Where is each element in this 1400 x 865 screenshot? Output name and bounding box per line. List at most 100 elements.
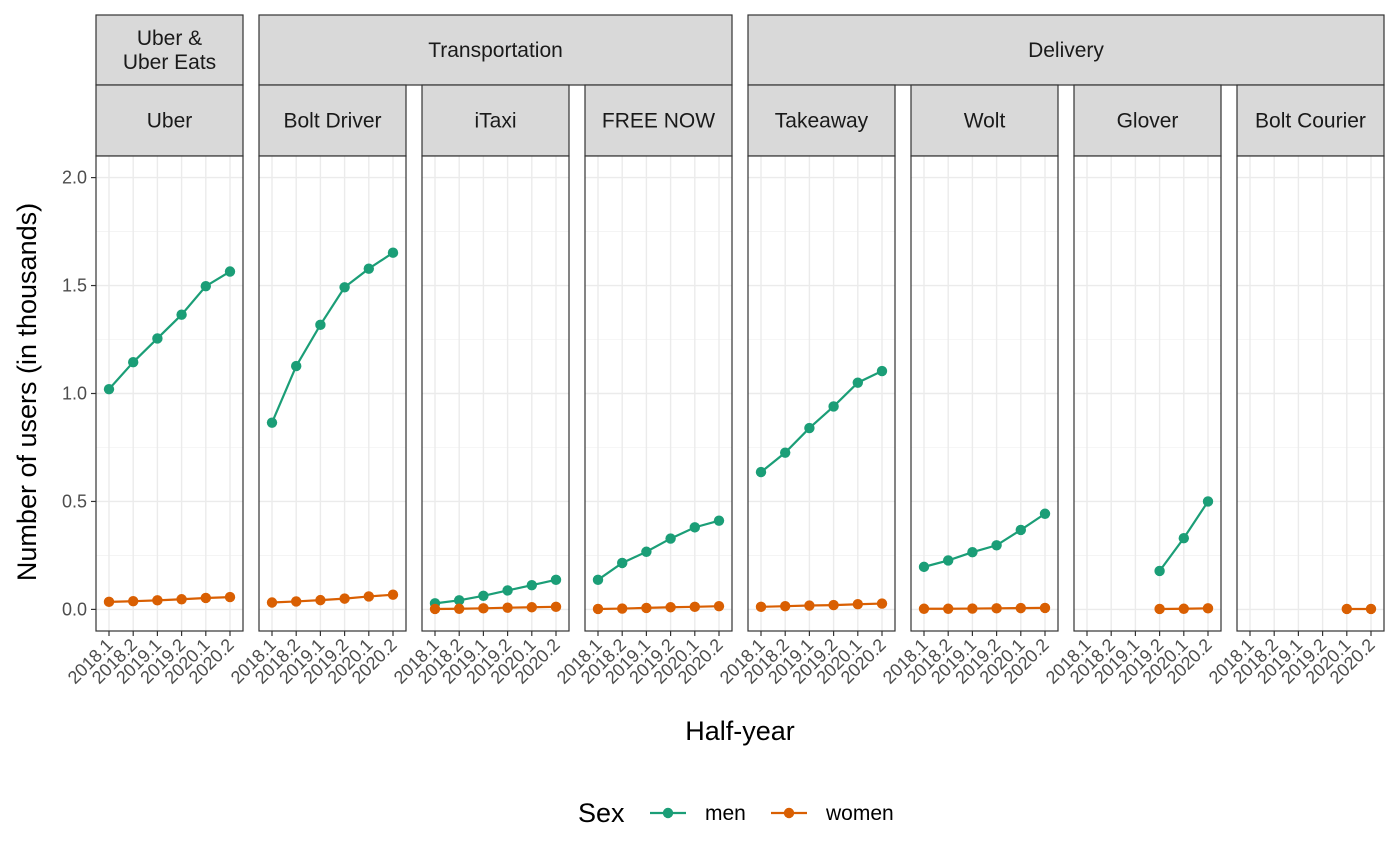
group-strip-label: Transportation (428, 39, 563, 62)
data-point-men (152, 333, 163, 344)
y-axis: 0.0 0.5 1.0 1.5 2.0 (62, 168, 96, 619)
group-strip-label: Delivery (1028, 39, 1104, 62)
data-point-women (852, 599, 863, 610)
y-tick-label: 1.0 (62, 384, 87, 404)
x-axis-title: Half-year (685, 716, 795, 746)
panel-strip-label: Bolt Courier (1255, 110, 1366, 133)
data-point-women (103, 596, 115, 608)
data-point-women (200, 592, 211, 604)
data-point-men (176, 309, 187, 320)
data-point-men (200, 280, 211, 292)
data-point-women (291, 596, 302, 607)
data-point-men (828, 401, 839, 412)
data-point-women (804, 600, 815, 611)
data-point-women (387, 589, 399, 600)
data-point-women (1015, 602, 1026, 614)
data-point-women (176, 594, 187, 605)
facet-panels (95, 155, 1385, 632)
data-point-men (502, 585, 513, 596)
data-point-women (592, 603, 604, 615)
data-point-women (967, 603, 978, 614)
data-point-men (592, 574, 604, 586)
data-point-women (665, 602, 676, 613)
data-point-women (1365, 603, 1377, 615)
panel-strip-label: iTaxi (474, 110, 516, 133)
panel-strip-0 (95, 84, 244, 157)
data-point-men (363, 263, 374, 274)
data-point-women (943, 603, 954, 614)
data-point-men (387, 247, 399, 258)
data-point-men (804, 422, 815, 434)
data-point-women (1154, 603, 1165, 615)
y-tick-label: 2.0 (62, 168, 87, 188)
panel-free-now (584, 155, 733, 632)
legend: Sex men women (578, 798, 894, 828)
group-strip-label: Uber Eats (123, 51, 216, 74)
data-point-men (454, 595, 465, 606)
data-point-men (991, 540, 1002, 551)
data-point-men (918, 561, 930, 573)
data-point-women (363, 591, 374, 602)
panel-bolt-driver (258, 155, 407, 632)
group-strip-1 (258, 14, 733, 86)
data-point-men (1202, 496, 1214, 507)
data-point-men (128, 356, 139, 368)
data-point-women (1039, 602, 1051, 614)
data-point-men (1178, 532, 1190, 544)
panel-border (747, 155, 896, 632)
panel-strip-label: Glover (1117, 110, 1179, 133)
panel-border (910, 155, 1059, 632)
data-point-women (429, 603, 441, 615)
series-line-women (924, 606, 1046, 610)
panel-strip-label: FREE NOW (602, 110, 715, 133)
data-point-men (315, 319, 326, 331)
data-point-women (339, 593, 350, 604)
panel-strip-3 (584, 84, 733, 157)
legend-key-point (662, 807, 674, 819)
data-point-women (128, 596, 139, 607)
panel-takeaway (747, 155, 896, 632)
data-point-men (526, 580, 537, 591)
data-point-men (689, 522, 700, 533)
facet-strips: Uber &Uber Eats Transportation Delivery Ube… (95, 14, 1385, 157)
panel-wolt (910, 155, 1059, 632)
panel-strip-5 (910, 84, 1059, 157)
data-point-men (755, 466, 767, 478)
data-point-men (224, 266, 236, 277)
data-point-women (152, 595, 163, 606)
legend-title: Sex (578, 798, 625, 828)
data-point-men (641, 546, 652, 557)
data-point-women (1178, 603, 1190, 614)
panel-glover (1073, 155, 1222, 632)
data-point-men (967, 546, 978, 558)
panel-strip-label: Bolt Driver (283, 110, 381, 133)
panel-itaxi (421, 155, 570, 632)
data-point-men (550, 574, 562, 586)
data-point-women (315, 594, 326, 606)
data-point-men (617, 557, 628, 569)
data-point-women (780, 600, 791, 612)
y-axis-title: Number of users (in thousands) (12, 203, 42, 581)
data-point-women (641, 602, 652, 614)
panel-strip-7 (1236, 84, 1385, 157)
data-point-men (1154, 565, 1165, 577)
panel-border (1073, 155, 1222, 632)
group-strip-label: Uber & (137, 27, 202, 50)
data-point-men (943, 555, 954, 566)
data-point-men (713, 515, 725, 526)
data-point-women (526, 602, 537, 613)
data-point-men (852, 377, 863, 388)
data-point-men (876, 365, 888, 377)
data-point-men (1039, 508, 1051, 519)
data-point-men (291, 360, 302, 372)
data-point-men (103, 383, 115, 395)
data-point-men (780, 447, 791, 458)
panel-uber (95, 155, 244, 632)
data-point-men (665, 533, 676, 544)
data-point-women (991, 603, 1002, 614)
data-point-women (1202, 603, 1214, 614)
data-point-women (454, 603, 465, 614)
y-tick-label: 1.5 (62, 276, 87, 296)
data-point-men (339, 282, 350, 293)
